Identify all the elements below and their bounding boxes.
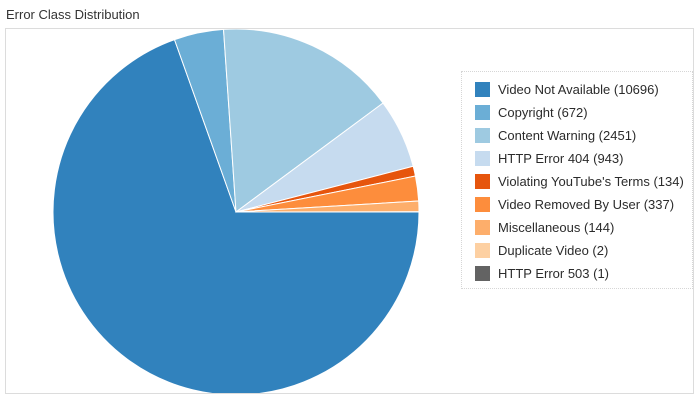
chart-panel: Video Not Available (10696) Copyright (6… xyxy=(5,28,694,394)
pie-slice[interactable] xyxy=(52,39,420,393)
chart-title: Error Class Distribution xyxy=(6,7,140,22)
legend-swatch xyxy=(475,128,490,143)
legend: Video Not Available (10696) Copyright (6… xyxy=(461,71,693,289)
legend-item[interactable]: HTTP Error 404 (943) xyxy=(475,147,692,170)
legend-label: Miscellaneous (144) xyxy=(498,220,615,235)
legend-label: Violating YouTube's Terms (134) xyxy=(498,174,684,189)
legend-swatch xyxy=(475,266,490,281)
legend-label: Duplicate Video (2) xyxy=(498,243,609,258)
pie-slice[interactable] xyxy=(222,29,384,213)
pie-chart xyxy=(52,29,420,393)
legend-swatch xyxy=(475,243,490,258)
legend-item[interactable]: Video Removed By User (337) xyxy=(475,193,692,216)
legend-label: Video Removed By User (337) xyxy=(498,197,675,212)
legend-swatch xyxy=(475,151,490,166)
legend-item[interactable]: Miscellaneous (144) xyxy=(475,216,692,239)
legend-item[interactable]: HTTP Error 503 (1) xyxy=(475,262,692,285)
legend-label: HTTP Error 503 (1) xyxy=(498,266,610,281)
legend-label: Content Warning (2451) xyxy=(498,128,637,143)
legend-swatch xyxy=(475,174,490,189)
legend-item[interactable]: Content Warning (2451) xyxy=(475,124,692,147)
legend-swatch xyxy=(475,82,490,97)
legend-swatch xyxy=(475,220,490,235)
legend-item[interactable]: Violating YouTube's Terms (134) xyxy=(475,170,692,193)
legend-swatch xyxy=(475,197,490,212)
legend-item[interactable]: Duplicate Video (2) xyxy=(475,239,692,262)
legend-swatch xyxy=(475,105,490,120)
legend-label: Video Not Available (10696) xyxy=(498,82,659,97)
legend-label: HTTP Error 404 (943) xyxy=(498,151,624,166)
legend-item[interactable]: Video Not Available (10696) xyxy=(475,78,692,101)
legend-label: Copyright (672) xyxy=(498,105,588,120)
legend-item[interactable]: Copyright (672) xyxy=(475,101,692,124)
